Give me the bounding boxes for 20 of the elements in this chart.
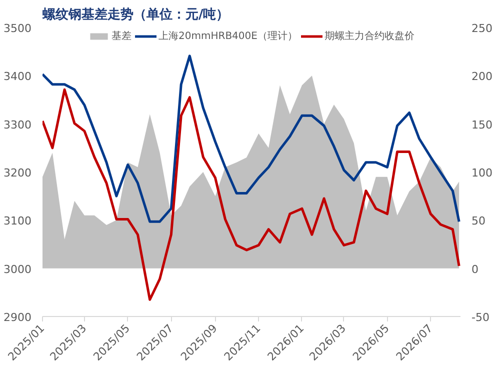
- y-tick-label: 3500: [4, 22, 32, 35]
- legend-label: 基差: [112, 30, 132, 43]
- line-series: [42, 54, 460, 223]
- y-tick-label: 3300: [4, 118, 32, 132]
- y-tick-label: 3200: [4, 166, 32, 180]
- legend-label: 期螺主力合约收盘价: [324, 30, 414, 43]
- line-series: [42, 88, 460, 301]
- y2-tick-label: -50: [472, 311, 490, 324]
- y2-tick-label: 150: [472, 118, 492, 132]
- y2-tick-label: 0: [472, 262, 478, 276]
- y-tick-label: 3400: [4, 70, 32, 84]
- y-tick-label: 2900: [4, 311, 32, 324]
- y2-tick-label: 100: [472, 166, 492, 180]
- y-tick-label: 3000: [4, 262, 32, 276]
- y2-tick-label: 50: [472, 214, 486, 228]
- y2-tick-label: 250: [472, 22, 492, 35]
- y-tick-label: 3100: [4, 214, 32, 228]
- y2-tick-label: 200: [472, 70, 492, 84]
- chart-title: 螺纹钢基差走势（单位：元/吨）: [42, 6, 230, 22]
- legend-label: 上海20mmHRB400E（理计）: [158, 30, 298, 43]
